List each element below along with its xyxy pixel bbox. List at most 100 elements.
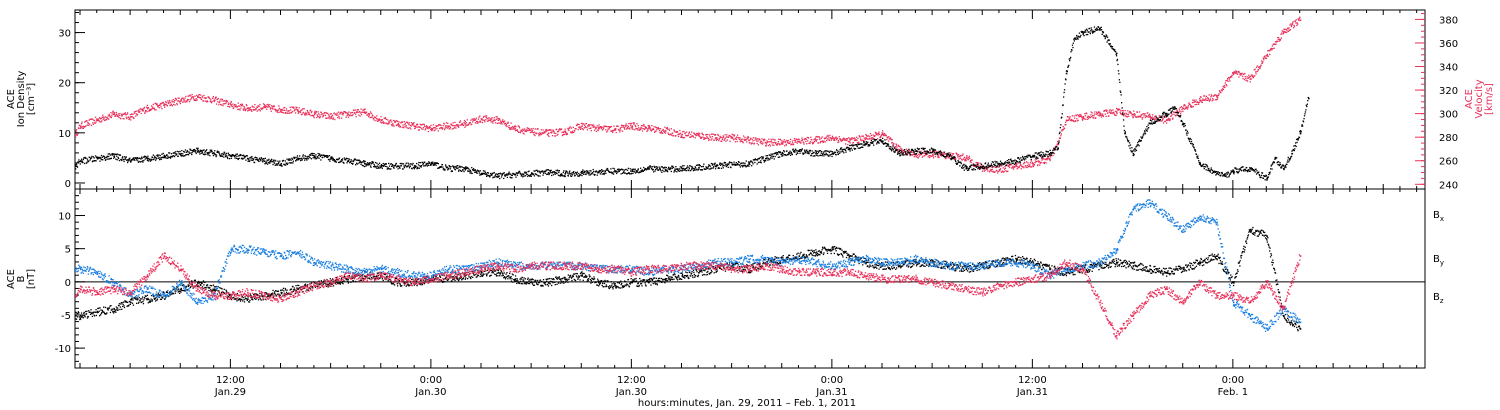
velocity-series-dot	[385, 122, 387, 124]
density-series-dot	[957, 160, 959, 162]
velocity-series-dot	[324, 114, 327, 117]
density-series-dot	[136, 158, 138, 160]
velocity-series-dot	[498, 122, 500, 124]
density-series-dot	[801, 149, 803, 151]
density-series-dot	[359, 161, 361, 163]
density-series-dot	[599, 169, 601, 172]
density-series-dot	[669, 167, 671, 169]
velocity-series-dot	[659, 132, 661, 134]
velocity-series-dot	[364, 112, 366, 114]
velocity-series-dot	[162, 102, 164, 104]
velocity-series-dot	[1073, 120, 1075, 122]
velocity-series-dot	[1086, 113, 1088, 115]
density-series-dot	[267, 163, 269, 165]
density-series-dot	[243, 155, 245, 157]
velocity-series-dot	[526, 129, 528, 131]
velocity-series-dot	[935, 152, 937, 155]
velocity-series-dot	[373, 117, 375, 119]
density-series-dot	[274, 164, 276, 166]
velocity-series-dot	[1126, 116, 1128, 118]
velocity-series-dot	[497, 117, 499, 119]
velocity-series-dot	[1139, 115, 1142, 117]
density-series-dot	[484, 170, 486, 172]
velocity-series-dot	[254, 109, 257, 111]
velocity-series-dot	[918, 155, 920, 157]
velocity-series-dot	[355, 116, 357, 118]
velocity-series-dot	[1190, 105, 1193, 107]
density-series-dot	[713, 164, 715, 166]
velocity-series-dot	[1277, 38, 1279, 41]
velocity-series-dot	[550, 131, 552, 133]
density-series-dot	[214, 150, 216, 152]
velocity-series-dot	[500, 123, 502, 125]
density-series-dot	[776, 151, 779, 154]
velocity-series-dot	[1130, 112, 1133, 114]
velocity-series-dot	[592, 126, 594, 128]
density-series-dot	[278, 161, 280, 164]
velocity-series-dot	[771, 144, 774, 146]
velocity-series-dot	[550, 129, 552, 131]
velocity-series-dot	[998, 170, 1001, 172]
density-series-dot	[896, 149, 898, 151]
density-series-dot	[725, 165, 728, 168]
velocity-series-dot	[1194, 104, 1196, 106]
velocity-series-dot	[972, 163, 975, 165]
velocity-series-dot	[445, 122, 448, 124]
velocity-series-dot	[970, 159, 972, 162]
velocity-series-dot	[499, 118, 501, 121]
velocity-series-dot	[1080, 115, 1082, 117]
density-series-dot	[827, 154, 829, 156]
density-series-dot	[441, 164, 443, 166]
density-series-dot	[921, 152, 923, 154]
velocity-series-dot	[631, 128, 633, 130]
density-series-dot	[250, 157, 252, 159]
density-series-dot	[509, 173, 511, 175]
velocity-series-dot	[634, 124, 636, 126]
density-series-dot	[464, 167, 466, 169]
velocity-series-dot	[308, 112, 310, 114]
density-series-dot	[890, 149, 892, 151]
density-series-dot	[332, 157, 334, 159]
velocity-series-dot	[985, 167, 987, 169]
velocity-series-dot	[844, 138, 846, 140]
density-series-dot	[777, 153, 779, 155]
density-series-dot	[95, 160, 97, 162]
density-series-dot	[602, 170, 604, 173]
velocity-series-dot	[270, 110, 272, 112]
density-series-dot	[733, 161, 735, 163]
density-series-dot	[84, 156, 86, 159]
velocity-series-dot	[924, 155, 926, 157]
velocity-series-dot	[1203, 95, 1205, 97]
velocity-series-dot	[627, 127, 629, 130]
velocity-series-dot	[856, 139, 858, 142]
density-series-dot	[616, 171, 618, 173]
velocity-series-dot	[150, 105, 153, 107]
velocity-series-dot	[204, 97, 206, 99]
density-series-dot	[116, 155, 118, 157]
density-series-dot	[110, 157, 112, 159]
velocity-series-dot	[1078, 115, 1081, 117]
velocity-series-dot	[827, 136, 830, 138]
velocity-series-dot	[953, 158, 956, 161]
density-series-dot	[910, 153, 912, 156]
density-series-dot	[906, 150, 909, 152]
velocity-series-dot	[912, 151, 914, 154]
velocity-series-dot	[1017, 162, 1019, 164]
velocity-series-dot	[1061, 130, 1063, 132]
velocity-series-dot	[702, 134, 704, 136]
velocity-series-dot	[1240, 72, 1242, 75]
velocity-series-dot	[98, 118, 100, 120]
velocity-series-dot	[1292, 22, 1294, 24]
density-series-dot	[841, 149, 843, 151]
density-series-dot	[898, 150, 900, 152]
velocity-series-dot	[1212, 99, 1214, 101]
velocity-series-dot	[523, 133, 525, 135]
density-series-dot	[798, 149, 801, 151]
velocity-series-dot	[240, 107, 242, 109]
velocity-series-dot	[1093, 113, 1096, 115]
velocity-series-dot	[509, 127, 511, 129]
velocity-series-dot	[267, 103, 269, 106]
velocity-series-dot	[1247, 77, 1250, 79]
velocity-series-dot	[142, 108, 144, 110]
velocity-series-dot	[1000, 171, 1003, 173]
